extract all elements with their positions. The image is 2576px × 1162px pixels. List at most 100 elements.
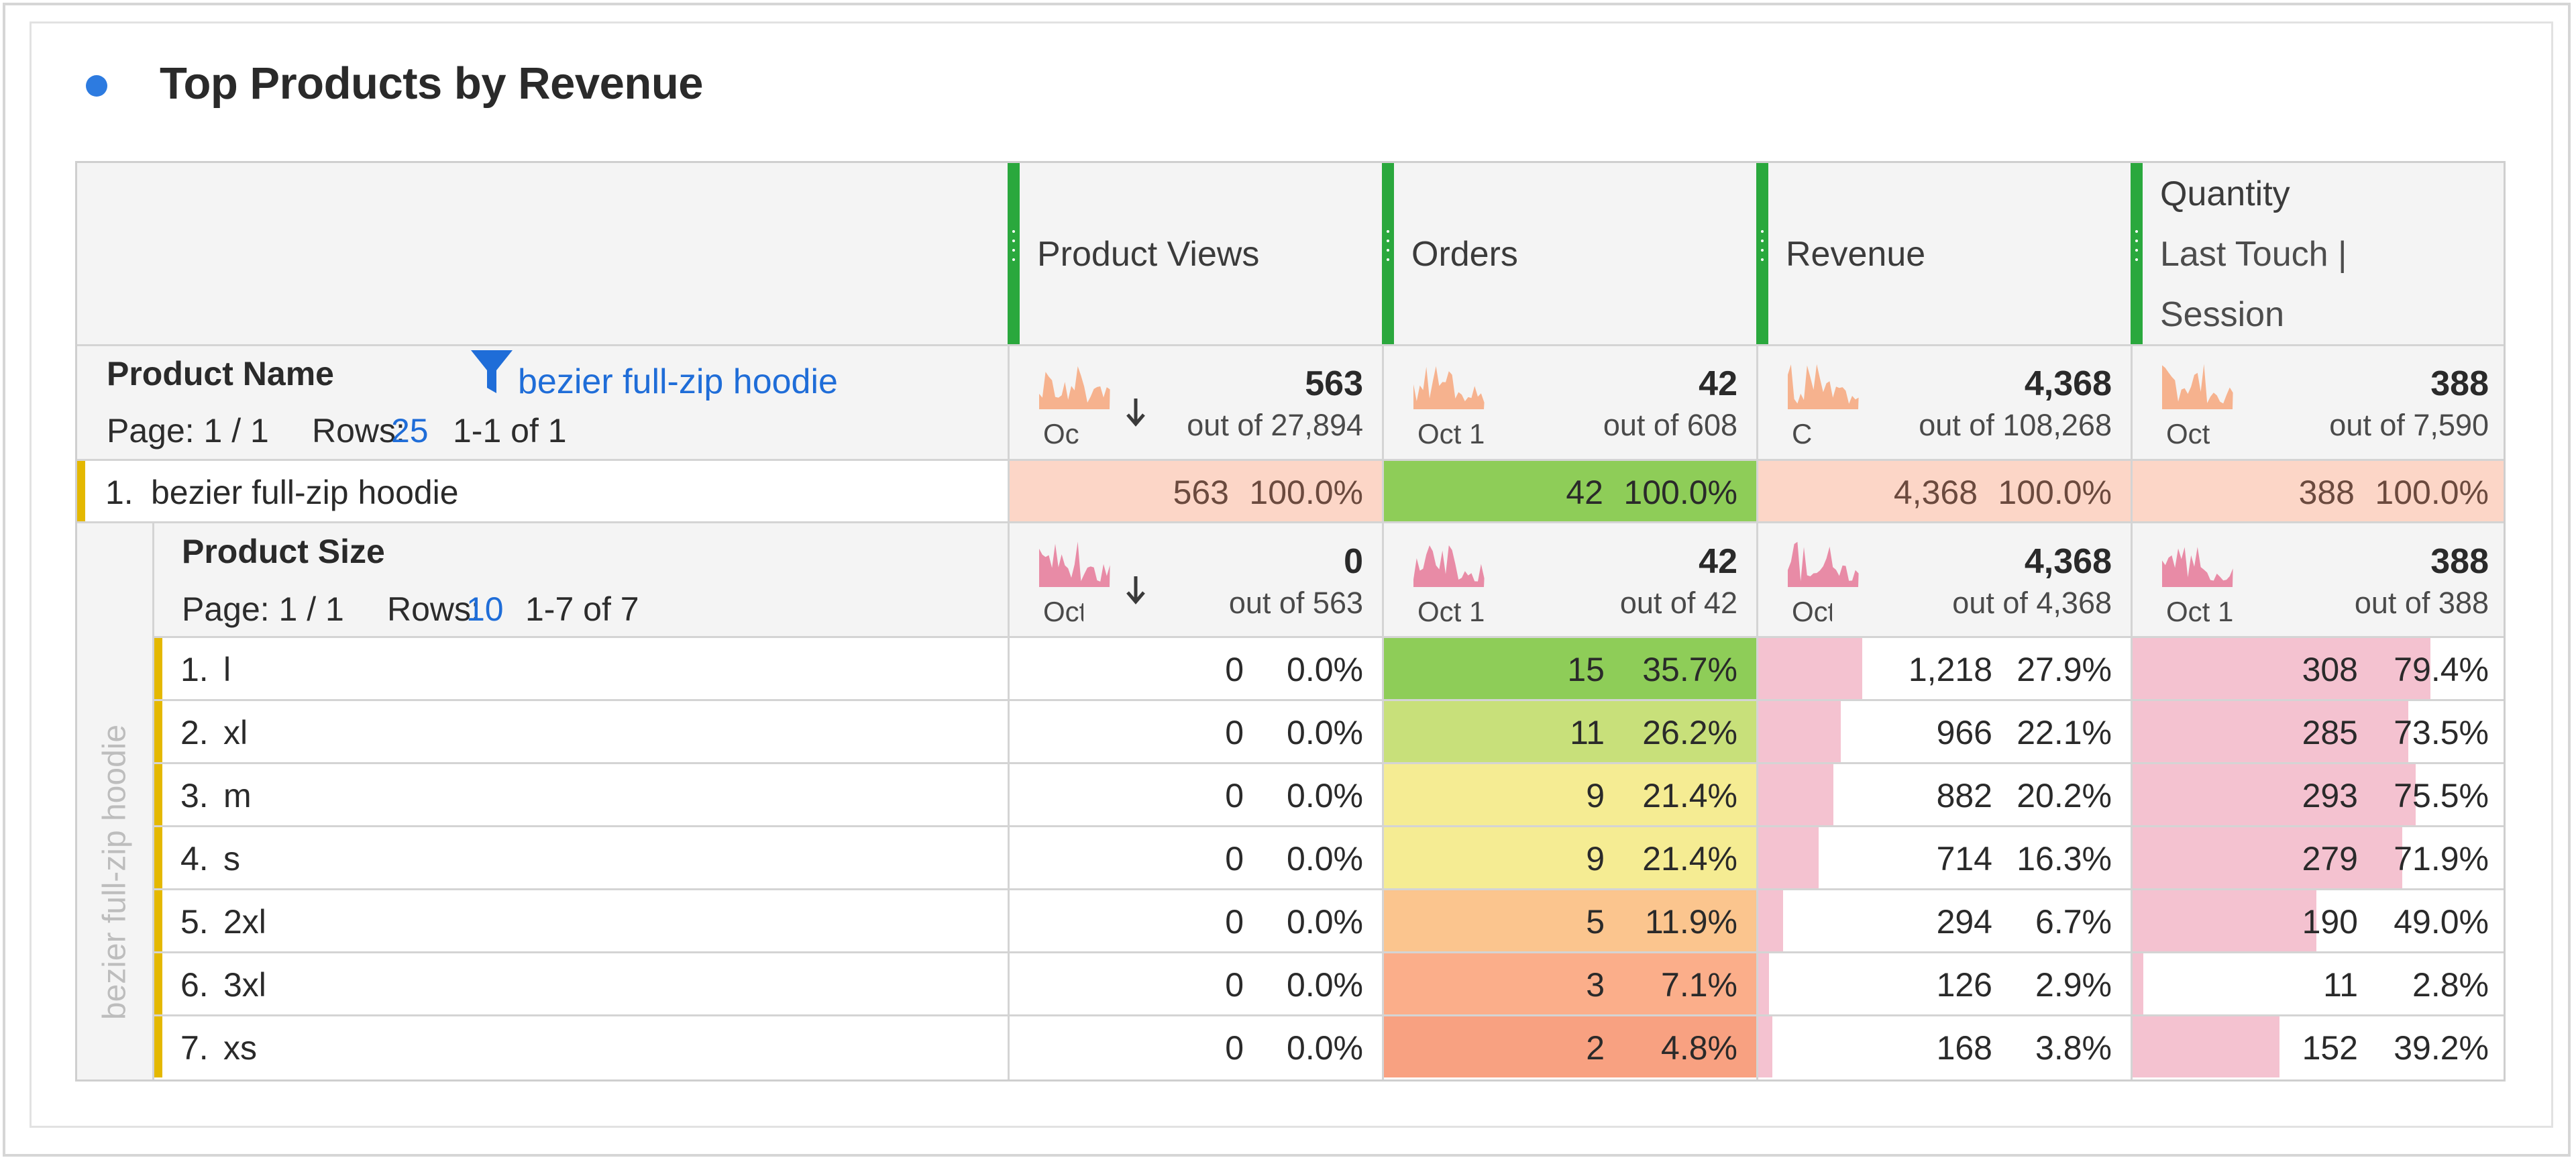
- metric-value: 563: [1173, 474, 1229, 511]
- sort-down-arrow-icon[interactable]: [1122, 396, 1149, 429]
- breakdown-row-label-cell[interactable]: [154, 953, 1008, 1014]
- breakdown-side-strip: bezier full-zip hoodie: [77, 523, 152, 1079]
- metric-percent: 7.1%: [1661, 966, 1737, 1004]
- metric-percent: 2.9%: [2035, 966, 2112, 1004]
- metric-cell-quantity[interactable]: [2133, 461, 2504, 521]
- metric-cell-product-views[interactable]: [1010, 638, 1382, 699]
- metric-cell-product-views[interactable]: [1010, 827, 1382, 888]
- breakdown-rows-per-page-selector[interactable]: 10: [466, 590, 504, 628]
- metric-cell-revenue[interactable]: [1758, 827, 2131, 888]
- metric-cell-orders[interactable]: [1384, 890, 1756, 951]
- metric-cell-revenue[interactable]: [1758, 461, 2131, 521]
- metric-percent: 22.1%: [2017, 714, 2112, 751]
- metric-cell-orders[interactable]: [1384, 461, 1756, 521]
- filter-icon[interactable]: [470, 348, 514, 396]
- sparkline-chart[interactable]: [2162, 532, 2236, 592]
- column-header-revenue[interactable]: Revenue: [1756, 163, 2131, 344]
- metric-cell-orders[interactable]: [1384, 764, 1756, 825]
- metric-value: 5: [1586, 903, 1605, 941]
- metric-cell-product-views[interactable]: [1010, 764, 1382, 825]
- metric-cell-orders[interactable]: [1384, 1016, 1756, 1077]
- row-index: 6.: [180, 966, 209, 1004]
- dimension-title[interactable]: Product Name: [107, 355, 334, 392]
- metric-percent: 4.8%: [1661, 1029, 1737, 1067]
- row-label[interactable]: 2xl: [223, 903, 266, 941]
- column-drag-handle[interactable]: [1008, 163, 1020, 344]
- metric-cell-orders[interactable]: [1384, 638, 1756, 699]
- breakdown-row-label-cell[interactable]: [154, 764, 1008, 825]
- metric-cell-orders[interactable]: [1384, 701, 1756, 762]
- column-grip-dot: [1761, 230, 1764, 233]
- sparkline-date-label: Oct 1: [2166, 596, 2234, 627]
- metric-cell-product-views[interactable]: [1010, 461, 1382, 521]
- column-header-quantity[interactable]: Quantity Last Touch | Session: [2131, 163, 2504, 344]
- metric-value: 42: [1566, 474, 1603, 511]
- column-grip-dot: [2135, 258, 2138, 261]
- breakdown-row-label-cell[interactable]: [154, 890, 1008, 951]
- sparkline-chart[interactable]: [1413, 532, 1487, 592]
- row-label[interactable]: xs: [223, 1029, 257, 1067]
- column-header-orders[interactable]: Orders: [1382, 163, 1756, 344]
- sparkline-chart[interactable]: [1039, 532, 1113, 592]
- rows-per-page-selector[interactable]: 25: [391, 412, 429, 450]
- breakdown-row-label-cell[interactable]: [154, 1016, 1008, 1077]
- metric-cell-orders[interactable]: [1384, 827, 1756, 888]
- metric-cell-orders[interactable]: [1384, 953, 1756, 1014]
- filter-value-link[interactable]: bezier full-zip hoodie: [518, 362, 838, 401]
- sparkline-chart[interactable]: [1788, 354, 1862, 415]
- metric-value: 0: [1225, 1029, 1244, 1067]
- sparkline-chart[interactable]: [1039, 354, 1113, 415]
- row-index: 1.: [180, 651, 209, 688]
- metric-percent: 0.0%: [1287, 840, 1363, 878]
- sort-down-arrow-icon[interactable]: [1122, 574, 1149, 607]
- sparkline-chart[interactable]: [1413, 354, 1487, 415]
- metric-cell-revenue[interactable]: [1758, 953, 2131, 1014]
- row-label[interactable]: bezier full-zip hoodie: [151, 474, 459, 511]
- row-divider: [154, 699, 2504, 701]
- sparkline-date-label: Oct 1: [1043, 596, 1083, 627]
- metric-percent: 0.0%: [1287, 966, 1363, 1004]
- breakdown-row-label-cell[interactable]: [154, 827, 1008, 888]
- breakdown-row-label-cell[interactable]: [154, 638, 1008, 699]
- column-drag-handle[interactable]: [2131, 163, 2143, 344]
- sparkline-date-label: Oct: [1792, 596, 1832, 627]
- row-label[interactable]: 3xl: [223, 966, 266, 1004]
- metric-cell-product-views[interactable]: [1010, 701, 1382, 762]
- metric-cell-product-views[interactable]: [1010, 1016, 1382, 1077]
- breakdown-row-label-cell[interactable]: [154, 701, 1008, 762]
- top-row-label-cell[interactable]: 1. bezier full-zip hoodie: [77, 461, 1008, 521]
- metric-percent: 11.9%: [1644, 903, 1737, 941]
- sparkline-date-label: Oct 1: [1417, 418, 1485, 450]
- metric-cell-product-views[interactable]: [1010, 890, 1382, 951]
- metric-value: 308: [2302, 651, 2358, 688]
- sparkline-area: [1039, 366, 1110, 409]
- revenue-bar: [1758, 1016, 1772, 1077]
- metric-cell-quantity[interactable]: [2133, 953, 2504, 1014]
- sparkline-chart[interactable]: [2162, 354, 2236, 415]
- metric-value: 0: [1225, 840, 1244, 878]
- column-grip-dot: [1387, 258, 1389, 261]
- breakdown-pagination-range: 1-7 of 7: [525, 590, 639, 628]
- row-divider: [154, 825, 2504, 827]
- column-grip-dot: [1761, 258, 1764, 261]
- quantity-bar: [2133, 638, 2430, 699]
- column-drag-handle[interactable]: [1382, 163, 1394, 344]
- revenue-bar: [1758, 764, 1833, 825]
- metric-cell-revenue[interactable]: [1758, 1016, 2131, 1077]
- column-total: 388: [2430, 364, 2489, 403]
- row-label[interactable]: m: [223, 777, 252, 814]
- sparkline-date-label: Oct 1: [1417, 596, 1485, 627]
- metric-value: 1,218: [1908, 651, 1992, 688]
- row-label[interactable]: l: [223, 651, 231, 688]
- metric-cell-product-views[interactable]: [1010, 953, 1382, 1014]
- column-header-product-views[interactable]: Product Views: [1008, 163, 1382, 344]
- row-index: 4.: [180, 840, 209, 878]
- breakdown-dimension-title[interactable]: Product Size: [182, 533, 385, 570]
- row-label[interactable]: xl: [223, 714, 248, 751]
- sparkline-chart[interactable]: [1788, 532, 1862, 592]
- quantity-bar: [2133, 827, 2402, 888]
- panel-title[interactable]: Top Products by Revenue: [160, 58, 704, 109]
- row-label[interactable]: s: [223, 840, 240, 878]
- column-drag-handle[interactable]: [1756, 163, 1768, 344]
- metric-cell-revenue[interactable]: [1758, 890, 2131, 951]
